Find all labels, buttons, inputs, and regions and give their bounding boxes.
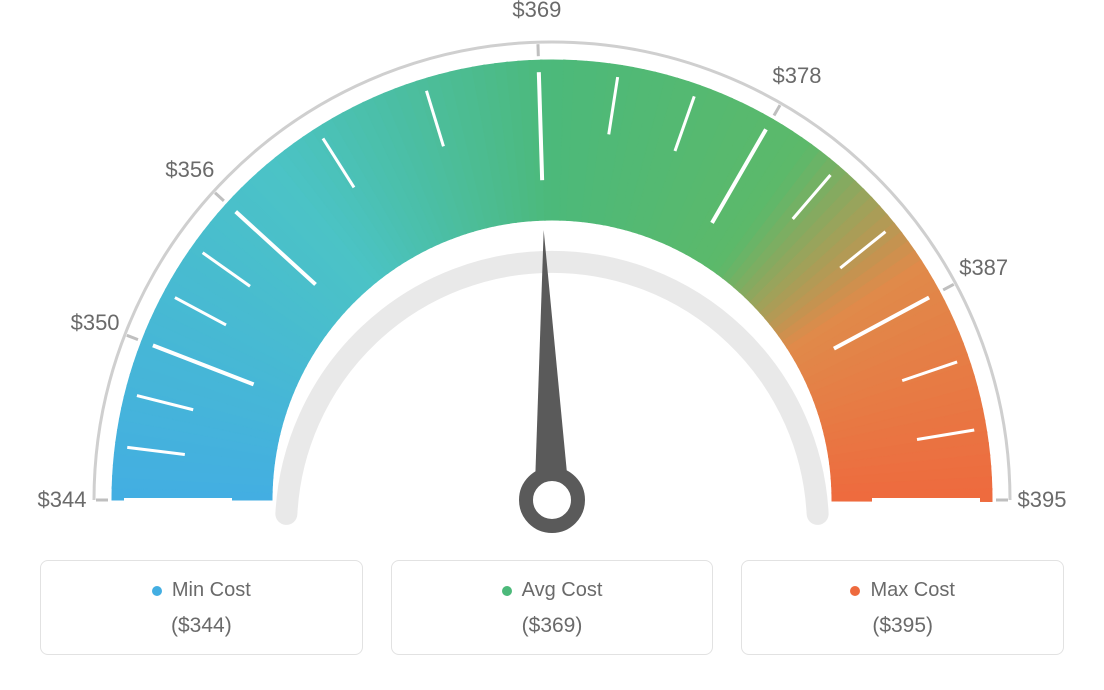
- gauge-svg: [0, 0, 1104, 560]
- legend-title-avg: Avg Cost: [502, 579, 603, 602]
- legend-card-min: Min Cost ($344): [40, 560, 363, 655]
- gauge-tick-label: $369: [512, 0, 561, 23]
- legend-label-min: Min Cost: [172, 579, 251, 602]
- gauge-tick-label: $344: [38, 487, 87, 513]
- legend-label-max: Max Cost: [870, 579, 954, 602]
- gauge-tick-label: $378: [773, 63, 822, 89]
- gauge-tick-label: $350: [71, 310, 120, 336]
- legend-dot-min: [152, 586, 162, 596]
- legend-dot-avg: [502, 586, 512, 596]
- legend-title-max: Max Cost: [850, 579, 954, 602]
- gauge-tick-label: $395: [1018, 487, 1067, 513]
- legend-dot-max: [850, 586, 860, 596]
- legend-title-min: Min Cost: [152, 579, 251, 602]
- legend-card-max: Max Cost ($395): [741, 560, 1064, 655]
- legend-row: Min Cost ($344) Avg Cost ($369) Max Cost…: [0, 560, 1104, 675]
- legend-label-avg: Avg Cost: [522, 579, 603, 602]
- legend-card-avg: Avg Cost ($369): [391, 560, 714, 655]
- gauge-tick-label: $356: [165, 157, 214, 183]
- legend-value-avg: ($369): [402, 614, 703, 638]
- legend-value-max: ($395): [752, 614, 1053, 638]
- legend-value-min: ($344): [51, 614, 352, 638]
- gauge-needle-hub: [526, 474, 578, 526]
- gauge-chart: $344 $350 $356 $369 $378 $387 $395: [0, 0, 1104, 560]
- gauge-tick-label: $387: [959, 255, 1008, 281]
